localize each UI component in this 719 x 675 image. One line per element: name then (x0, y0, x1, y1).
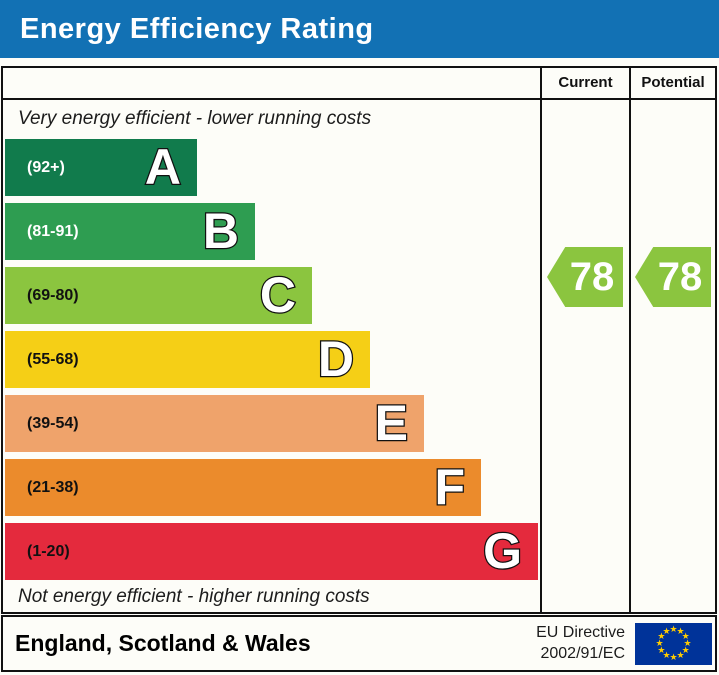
bottom-note: Not energy efficient - higher running co… (18, 586, 370, 607)
eu-directive-line2: 2002/91/EC (540, 644, 625, 662)
band-row-g: (1-20) G (5, 522, 538, 581)
column-header-current: Current (558, 74, 613, 91)
eu-directive-label: EU Directive 2002/91/EC (536, 623, 625, 665)
band-range-label: (55-68) (27, 350, 79, 368)
region-label: England, Scotland & Wales (15, 630, 311, 656)
page-title: Energy Efficiency Rating (20, 13, 374, 45)
column-divider-current (540, 68, 542, 612)
band-letter: A (144, 138, 183, 197)
current-rating-value: 78 (569, 254, 615, 299)
band-range-label: (69-80) (27, 286, 79, 304)
eu-flag-icon: ★ ★ ★ ★ ★ ★ ★ ★ ★ ★ ★ ★ (635, 622, 712, 665)
band-letter: G (482, 522, 523, 581)
band-range-label: (21-38) (27, 478, 79, 496)
band-letter: D (317, 330, 356, 389)
band-row-c: (69-80) C (5, 266, 312, 325)
current-rating-arrow: 78 (547, 247, 623, 307)
band-letter: B (202, 202, 241, 261)
band-letter: F (433, 458, 466, 517)
band-range-label: (92+) (27, 158, 65, 176)
band-row-b: (81-91) B (5, 202, 255, 261)
band-row-d: (55-68) D (5, 330, 370, 389)
band-range-label: (39-54) (27, 414, 79, 432)
column-divider-potential (629, 68, 631, 612)
potential-rating-value: 78 (657, 254, 703, 299)
eu-directive-line1: EU Directive (536, 623, 625, 641)
energy-rating-chart: Current Potential Very energy efficient … (1, 66, 717, 614)
band-letter: C (259, 266, 298, 325)
potential-rating-arrow: 78 (635, 247, 711, 307)
band-range-label: (81-91) (27, 222, 79, 240)
column-header-potential: Potential (641, 74, 705, 91)
top-note: Very energy efficient - lower running co… (18, 108, 372, 129)
band-row-e: (39-54) E (5, 394, 424, 453)
band-range-label: (1-20) (27, 542, 70, 560)
header-row-divider (3, 98, 715, 100)
footer-bar: England, Scotland & Wales EU Directive 2… (1, 615, 717, 672)
title-bar: Energy Efficiency Rating (0, 0, 719, 58)
band-letter: E (373, 394, 409, 453)
band-row-f: (21-38) F (5, 458, 481, 517)
band-row-a: (92+) A (5, 138, 197, 197)
